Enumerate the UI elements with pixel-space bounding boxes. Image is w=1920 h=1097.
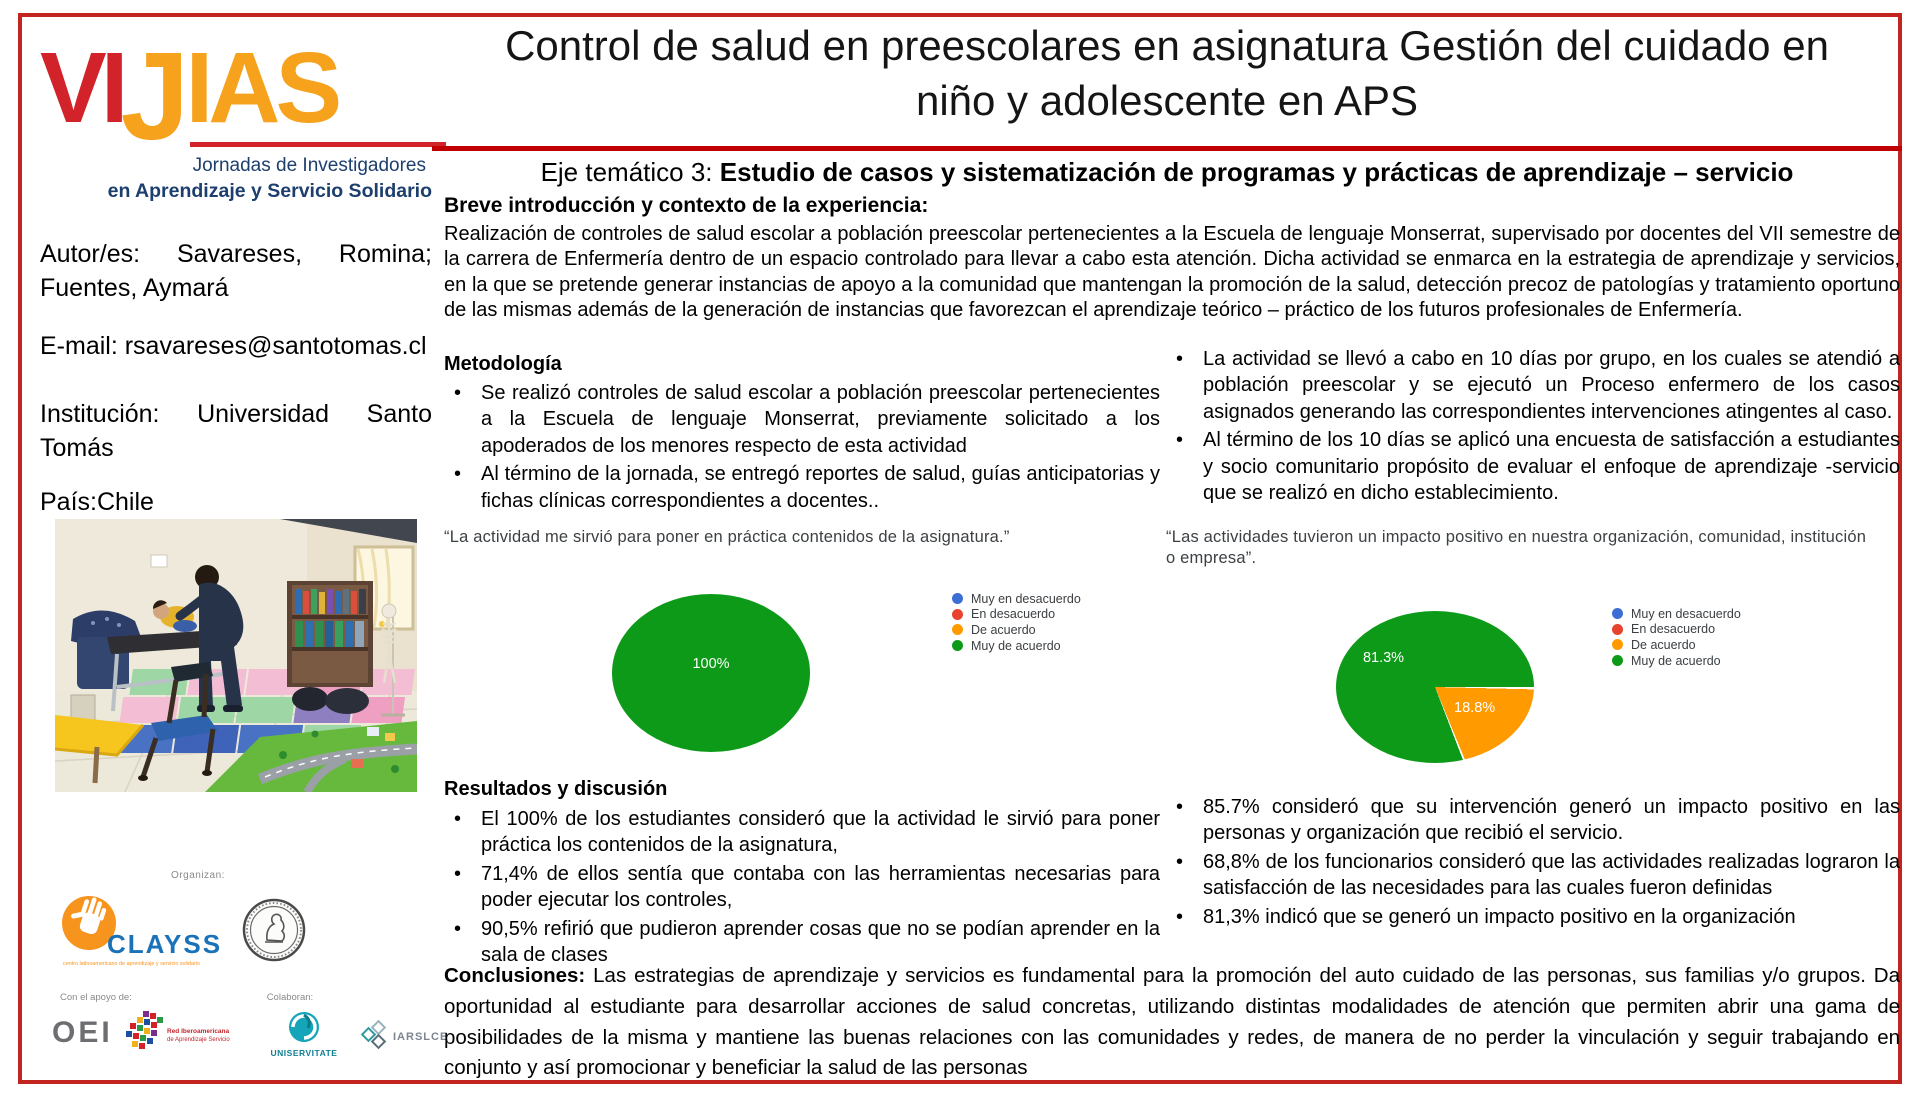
colaboran-label: Colaboran:: [266, 992, 314, 1003]
legend-label: En desacuerdo: [1631, 622, 1716, 637]
collaborators-group: Colaboran: UNISERVITATE IARSLCE: [259, 992, 455, 1061]
logo-j-text: J: [120, 28, 189, 166]
legend-label: Muy de acuerdo: [971, 638, 1061, 653]
logo-tagline-2: en Aprendizaje y Servicio Solidario: [107, 180, 432, 202]
university-seal-icon: [242, 898, 306, 962]
organizan-label: Organizan:: [171, 870, 225, 881]
thematic-axis-prefix: Eje temático 3:: [540, 157, 720, 187]
pie-data-label: 81.3%: [1362, 650, 1405, 667]
legend-label: En desacuerdo: [971, 607, 1056, 622]
activity-item: La actividad se llevó a cabo en 10 días …: [1166, 346, 1900, 425]
apoyo-label: Con el apoyo de:: [60, 992, 132, 1003]
intro-heading: Breve introducción y contexto de la expe…: [444, 194, 929, 217]
legend-label: De acuerdo: [1631, 637, 1696, 652]
oei-logo: OEI: [52, 1016, 113, 1049]
survey-quote-right: “Las actividades tuvieron un impacto pos…: [1166, 528, 1867, 568]
legend-dot-icon: [1612, 623, 1623, 635]
jias-logo: VIJIAS Jornadas de Investigadores en Apr…: [40, 18, 446, 203]
support-group: Con el apoyo de: OEI Red Iberoamericana …: [52, 992, 235, 1061]
thematic-axis-emphasis: Estudio de casos y sistematización de pr…: [719, 157, 1794, 187]
methodology-section: Metodología Se realizó controles de salu…: [444, 353, 1160, 514]
clinic-photo: [55, 519, 417, 792]
pie-legend-community: Muy en desacuerdo En desacuerdo De acuer…: [1612, 606, 1741, 668]
legend-dot-icon: [1612, 608, 1623, 620]
methodology-list: Se realizó controles de salud escolar a …: [444, 380, 1160, 514]
legend-dot-icon: [952, 593, 963, 605]
iarslce-logo: IARSLCE: [360, 1019, 448, 1050]
legend-row: Muy en desacuerdo: [1612, 606, 1741, 622]
methodology-heading: Metodología: [444, 353, 562, 375]
clayss-tagline: centro latinoamericano de aprendizaje y …: [63, 961, 200, 967]
pie-legend-students: Muy en desacuerdo En desacuerdo De acuer…: [952, 591, 1081, 653]
organizers-block: Organizan: CLAYSS centro latinoamericano…: [55, 870, 355, 969]
pie-data-label: 100%: [692, 655, 730, 672]
results-section-right: 85.7% consideró que su intervención gene…: [1166, 792, 1900, 930]
legend-row: Muy en desacuerdo: [952, 591, 1081, 607]
activity-list: La actividad se llevó a cabo en 10 días …: [1166, 346, 1900, 506]
results-section-left: El 100% de los estudiantes consideró que…: [444, 804, 1160, 968]
conclusions-label: Conclusiones:: [444, 964, 586, 987]
logo-ias-text: IAS: [185, 32, 342, 144]
methodology-item: Se realizó controles de salud escolar a …: [444, 380, 1160, 459]
legend-label: Muy de acuerdo: [1631, 653, 1721, 668]
logo-underline: [190, 142, 446, 147]
legend-dot-icon: [1612, 655, 1623, 667]
iarslce-wordmark: IARSLCE: [393, 1031, 448, 1043]
clayss-logo: CLAYSS centro latinoamericano de aprendi…: [62, 896, 222, 967]
legend-label: Muy en desacuerdo: [1631, 606, 1741, 621]
logo-vi-text: VI: [40, 32, 129, 144]
jias-logo-wordmark: VIJIAS: [40, 18, 432, 159]
legend-dot-icon: [952, 640, 963, 652]
poster-border-frame: [18, 13, 1902, 1084]
legend-row: De acuerdo: [952, 622, 1081, 638]
legend-dot-icon: [952, 608, 963, 620]
pie-chart-students: 100%: [612, 594, 810, 752]
legend-row: En desacuerdo: [952, 607, 1081, 623]
uniservitate-wordmark: UNISERVITATE: [270, 1048, 337, 1058]
legend-row: De acuerdo: [1612, 637, 1741, 653]
conclusions-body: Las estrategias de aprendizaje y servici…: [444, 964, 1900, 1080]
legend-row: Muy de acuerdo: [952, 638, 1081, 654]
results-list: El 100% de los estudiantes consideró que…: [444, 806, 1160, 968]
results-heading: Resultados y discusión: [444, 778, 668, 800]
red-iberoamericana-logo: Red Iberoamericana de Aprendizaje Servic…: [125, 1011, 230, 1049]
poster-title: Control de salud en preescolares en asig…: [436, 18, 1898, 129]
conclusions-paragraph: Conclusiones: Las estrategias de aprendi…: [444, 961, 1900, 1084]
poster-title-line2: niño y adolescente en APS: [915, 77, 1419, 125]
red-line2: de Aprendizaje Servicio: [167, 1037, 230, 1043]
clayss-wordmark: CLAYSS: [107, 929, 222, 959]
red-line1: Red Iberoamericana: [167, 1028, 230, 1035]
legend-row: Muy de acuerdo: [1612, 653, 1741, 669]
uniservitate-logo: UNISERVITATE: [270, 1012, 337, 1058]
activity-item: Al término de los 10 días se aplicó una …: [1166, 427, 1900, 506]
authors-text: Autor/es: Savareses, Romina; Fuentes, Ay…: [40, 240, 432, 302]
results-item: 85.7% consideró que su intervención gene…: [1166, 794, 1900, 847]
survey-quote-left: “La actividad me sirvió para poner en pr…: [444, 528, 1010, 546]
poster-title-line1: Control de salud en preescolares en asig…: [505, 22, 1829, 69]
pie-chart-community: 81.3% 18.8%: [1336, 611, 1534, 763]
results-item: 81,3% indicó que se generó un impacto po…: [1166, 904, 1900, 931]
pie-data-label: 18.8%: [1454, 700, 1496, 717]
header-divider-line: [432, 146, 1902, 151]
intro-paragraph: Realización de controles de salud escola…: [444, 223, 1900, 322]
legend-label: De acuerdo: [971, 622, 1036, 637]
country-text: País:Chile: [40, 488, 154, 516]
results-item: 68,8% de los funcionarios consideró que …: [1166, 849, 1900, 902]
support-block: Con el apoyo de: OEI Red Iberoamericana …: [52, 992, 447, 1061]
results-item: 90,5% refirió que pudieron aprender cosa…: [444, 916, 1160, 969]
results-item: 71,4% de ellos sentía que contaba con la…: [444, 861, 1160, 914]
results-list-right: 85.7% consideró que su intervención gene…: [1166, 794, 1900, 930]
legend-dot-icon: [1612, 639, 1623, 651]
legend-label: Muy en desacuerdo: [971, 591, 1081, 606]
results-item: El 100% de los estudiantes consideró que…: [444, 806, 1160, 859]
activity-section: La actividad se llevó a cabo en 10 días …: [1166, 344, 1900, 506]
legend-row: En desacuerdo: [1612, 622, 1741, 638]
email-text: E-mail: rsavareses@santotomas.cl: [40, 332, 427, 360]
thematic-axis-line: Eje temático 3: Estudio de casos y siste…: [436, 157, 1898, 188]
methodology-item: Al término de la jornada, se entregó rep…: [444, 461, 1160, 514]
logo-tagline-1: Jornadas de Investigadores: [192, 155, 426, 176]
legend-dot-icon: [952, 624, 963, 636]
institution-text: Institución: Universidad Santo Tomás: [40, 400, 432, 462]
